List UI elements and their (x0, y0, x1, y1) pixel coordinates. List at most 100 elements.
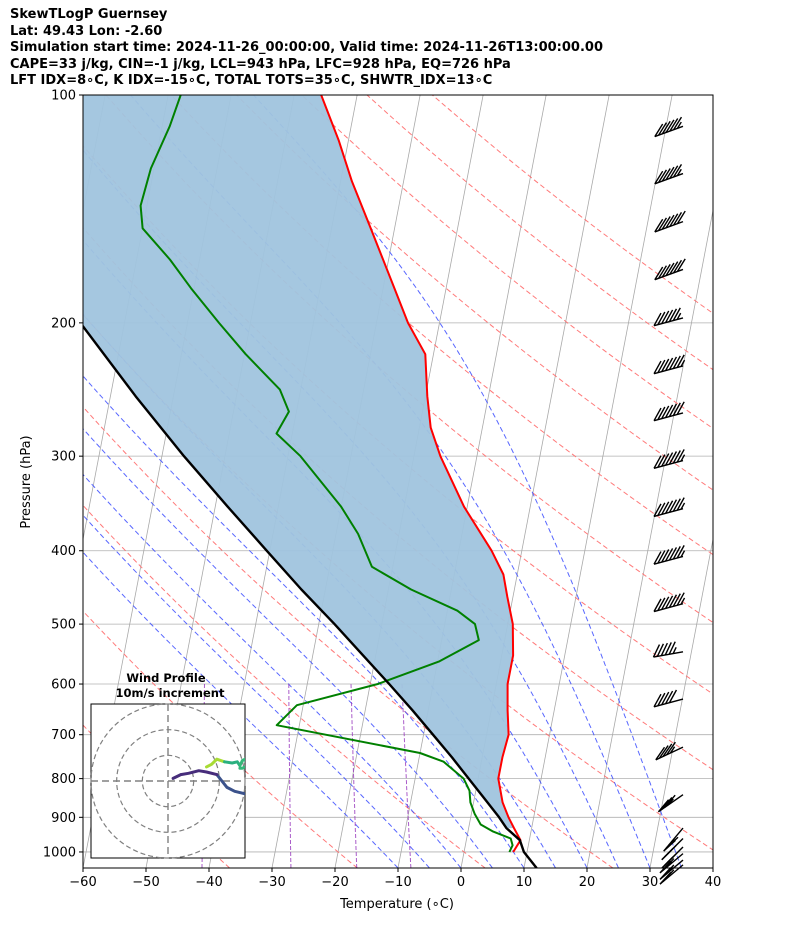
barb-flag (661, 310, 670, 324)
dry-adiabat-line (83, 610, 358, 868)
barb-flag (673, 259, 683, 274)
barb-half-flag (680, 550, 686, 558)
wind-barb (654, 116, 684, 138)
barb-flag (661, 549, 670, 563)
x-tick-label: −10 (384, 875, 411, 890)
barb-flag (668, 594, 678, 608)
barb-flag (657, 311, 666, 325)
moist-adiabat-line (253, 95, 682, 868)
moist-adiabat-line (83, 514, 430, 868)
barb-flag (664, 642, 672, 656)
x-tick-label: −30 (258, 875, 285, 890)
dewpoint-line (139, 95, 514, 853)
time-line: Simulation start time: 2024-11-26_00:00:… (10, 40, 603, 55)
x-tick-label: −40 (195, 875, 222, 890)
barb-half-flag (666, 847, 674, 855)
x-tick-label: 20 (579, 875, 596, 890)
barb-flag (653, 455, 662, 469)
wind-barb (653, 497, 686, 518)
barb-flag (673, 212, 683, 226)
y-tick-label: 800 (51, 772, 76, 787)
barb-flag (658, 745, 669, 759)
barb-flag (673, 116, 683, 131)
wind-barb (654, 163, 684, 185)
barb-staff (653, 603, 684, 613)
barb-flag (653, 551, 662, 565)
wind-barbs (652, 116, 686, 885)
wind-barb (653, 307, 684, 327)
mixing-ratio-line (401, 683, 412, 868)
y-axis-label: Pressure (hPa) (19, 435, 34, 528)
barb-staff (653, 412, 684, 422)
barb-flag (657, 597, 666, 611)
barb-flag (657, 169, 668, 183)
moist-adiabat-line (83, 149, 619, 868)
moist-adiabat-line (83, 239, 588, 868)
y-tick-label: 600 (51, 678, 76, 693)
barb-flag (654, 266, 664, 281)
barb-half-flag (666, 856, 674, 864)
y-tick-label: 700 (51, 728, 76, 743)
barb-flag (653, 503, 662, 517)
barb-flag (665, 548, 674, 562)
barb-staff (653, 365, 684, 375)
barb-half-flag (669, 746, 676, 754)
y-tick-label: 400 (51, 544, 76, 559)
location-line: Lat: 49.43 Lon: -2.60 (10, 23, 163, 39)
barb-flag (662, 869, 675, 883)
barb-staff (653, 317, 684, 327)
barb-flag (665, 500, 674, 514)
barb-flag (672, 593, 681, 607)
barb-flag (661, 453, 670, 467)
barb-flag (664, 794, 676, 808)
wind-barb (653, 689, 684, 708)
barb-flag (657, 265, 668, 279)
wind-barb (653, 545, 686, 565)
barb-half-flag (680, 597, 686, 605)
temperature-line (320, 95, 522, 853)
wind-barb (653, 592, 686, 613)
hodograph-trace (171, 757, 245, 796)
mixing-ratio-line (288, 684, 292, 868)
barb-flag (673, 163, 683, 178)
barb-flag (672, 546, 681, 560)
barb-flag (653, 693, 662, 708)
barb-flag (665, 119, 675, 133)
barb-flag (665, 595, 674, 609)
y-tick-label: 100 (51, 89, 76, 104)
barb-half-flag (680, 502, 686, 510)
barb-flag (665, 404, 674, 418)
barb-flag (676, 401, 685, 415)
barb-flag (669, 261, 679, 275)
barb-flag (676, 497, 685, 511)
barb-half-flag (665, 867, 673, 875)
barb-half-flag (668, 839, 676, 846)
x-tick-label: 10 (516, 875, 533, 890)
cape-shading (83, 95, 514, 829)
dry-adiabat-line (170, 95, 713, 556)
barb-flag (669, 165, 679, 179)
isotherm-line (649, 537, 713, 868)
barb-flag (668, 308, 678, 322)
barb-flag (661, 796, 673, 811)
y-tick-label: 300 (51, 450, 76, 465)
barb-flag (661, 501, 670, 515)
barb-flag (672, 450, 681, 464)
barb-flag (665, 357, 674, 371)
barb-flag (661, 405, 670, 419)
barb-flag (653, 360, 662, 375)
chart-title-block: SkewTLogP Guernsey Lat: 49.43 Lon: -2.60… (10, 7, 790, 90)
barb-flag (672, 307, 681, 321)
barb-staff (653, 555, 684, 565)
barb-flag (652, 644, 661, 658)
barb-flag (662, 743, 673, 757)
wind-barb (654, 258, 686, 281)
barb-flag (653, 312, 662, 327)
moist-adiabat-line (83, 427, 493, 868)
hodograph-segment (215, 773, 245, 796)
cape-indices-line: CAPE=33 j/kg, CIN=-1 j/kg, LCL=943 hPa, … (10, 56, 511, 72)
barb-staff (653, 508, 684, 518)
barb-flag (661, 216, 671, 230)
barb-flag (665, 690, 674, 705)
isotherm-line (712, 865, 713, 868)
